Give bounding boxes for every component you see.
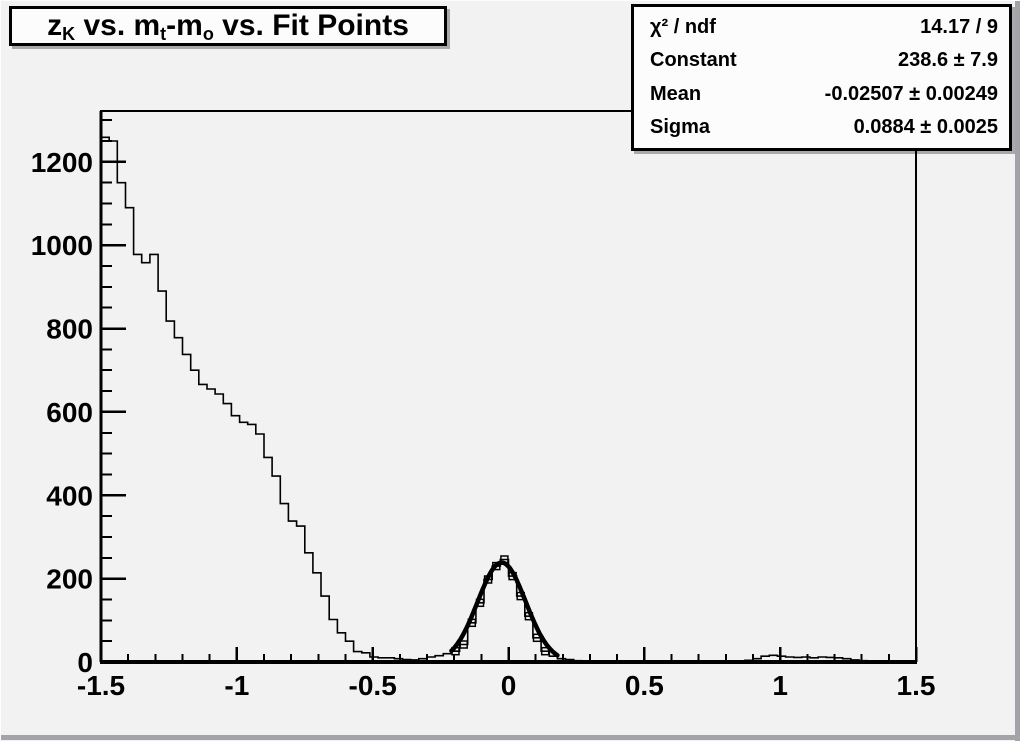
y-tick-label: 400 xyxy=(46,480,93,511)
x-axis-ticks xyxy=(99,647,918,662)
fit-point-marker xyxy=(508,571,517,581)
x-tick-label: 0 xyxy=(501,670,517,701)
fit-point-marker xyxy=(483,575,493,584)
window-border-bottom xyxy=(1,735,1020,740)
stat-value: 14.17 / 9 xyxy=(920,16,998,39)
y-tick-label: 600 xyxy=(46,397,93,428)
x-tick-label: -1 xyxy=(224,670,249,701)
fit-point-marker xyxy=(532,633,542,643)
stat-row-chi2: χ² / ndf 14.17 / 9 xyxy=(634,16,1009,39)
y-tick-label: 1000 xyxy=(31,230,93,261)
y-tick-label: 800 xyxy=(46,314,93,345)
stat-label: Constant xyxy=(650,49,737,72)
x-tick-label: -0.5 xyxy=(349,670,397,701)
histogram-title[interactable]: zK vs. mt-mo vs. Fit Points xyxy=(9,6,447,46)
stat-label: Sigma xyxy=(650,115,711,138)
window-border-right xyxy=(1015,1,1020,741)
stats-box[interactable]: χ² / ndf 14.17 / 9 Constant 238.6 ± 7.9 … xyxy=(631,4,1012,151)
title-text: vs. m xyxy=(75,9,161,42)
y-tick-label: 0 xyxy=(77,647,93,678)
y-tick-label: 1200 xyxy=(31,147,93,178)
fit-point-marker xyxy=(540,646,550,656)
fit-point-marker xyxy=(451,646,460,656)
stat-label: Mean xyxy=(650,82,702,105)
stat-row-constant: Constant 238.6 ± 7.9 xyxy=(634,49,1009,72)
x-tick-label: 1.5 xyxy=(897,670,936,701)
title-text: -m xyxy=(166,9,203,42)
fit-point-marker xyxy=(492,561,501,571)
stat-label: χ² / ndf xyxy=(650,16,716,39)
title-subscript: t xyxy=(160,24,167,45)
fit-point-marker xyxy=(467,618,477,628)
stat-row-sigma: Sigma 0.0884 ± 0.0025 xyxy=(634,116,1009,139)
title-subscript: o xyxy=(202,24,214,45)
title-subscript: K xyxy=(62,24,76,45)
fit-point-marker xyxy=(516,591,525,601)
stat-value: 0.0884 ± 0.0025 xyxy=(853,115,998,138)
fit-point-marker xyxy=(459,640,468,649)
x-tick-label: 1 xyxy=(772,670,788,701)
x-tick-label: -1.5 xyxy=(77,670,125,701)
y-axis-ticks xyxy=(101,119,126,664)
fit-point-marker xyxy=(475,598,485,608)
fit-point-marker xyxy=(524,611,534,621)
fit-point-marker xyxy=(500,555,509,564)
stat-value: 238.6 ± 7.9 xyxy=(898,49,998,72)
title-text: z xyxy=(47,9,63,42)
histogram-line xyxy=(101,136,916,663)
x-tick-label: 0.5 xyxy=(625,670,664,701)
title-text: vs. Fit Points xyxy=(213,9,409,42)
stat-row-mean: Mean -0.02507 ± 0.00249 xyxy=(634,83,1009,106)
stat-value: -0.02507 ± 0.00249 xyxy=(824,82,998,105)
y-tick-label: 200 xyxy=(46,564,93,595)
